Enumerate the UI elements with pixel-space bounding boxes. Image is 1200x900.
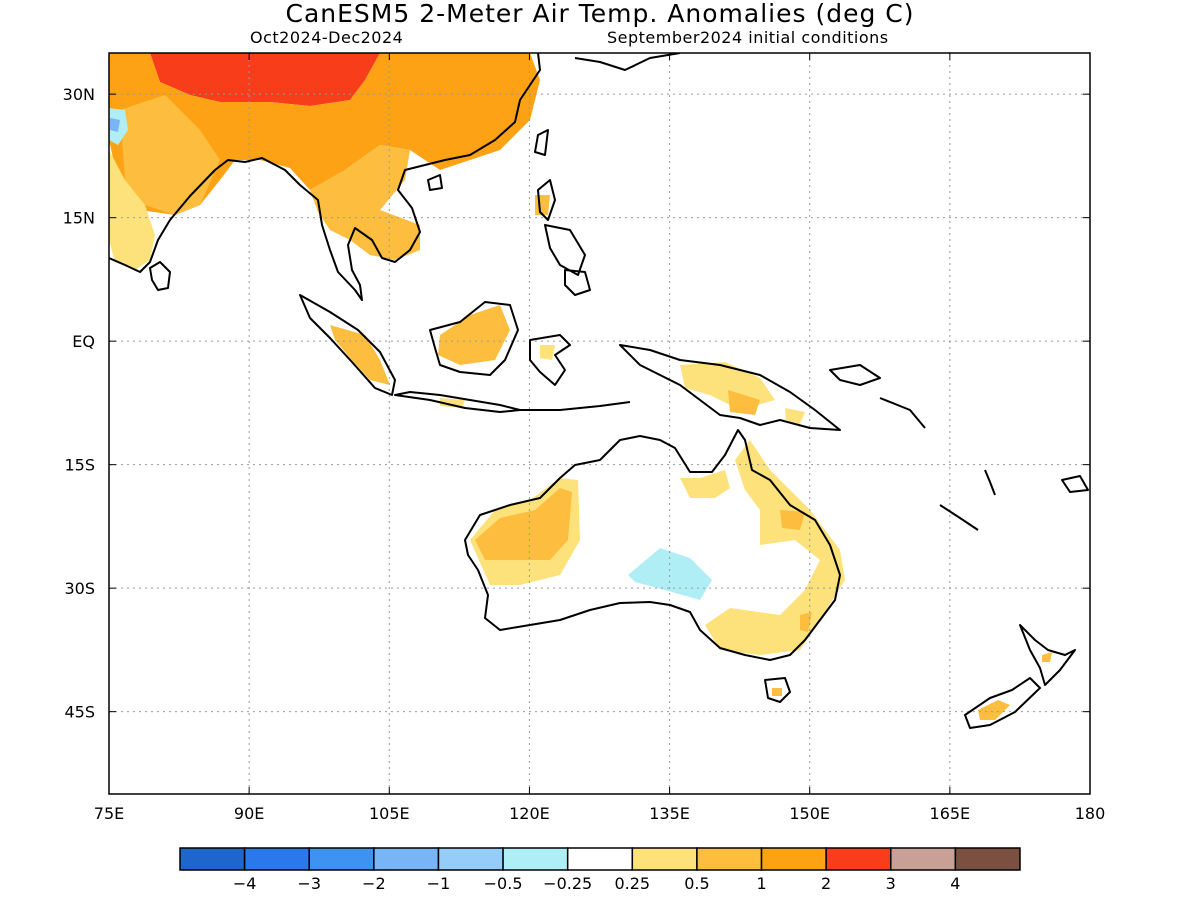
initial-conditions: September2024 initial conditions (607, 28, 889, 47)
colorbar-label: −2 (362, 874, 386, 893)
coast-mindanao (564, 269, 591, 296)
coast-hainan (427, 174, 443, 191)
shade-east-asia (109, 53, 540, 215)
coast-australia (464, 429, 841, 661)
map-axes: 30N 15N EQ 15S 30S 45S 75E 90E 105E 120E 135E 150E 1… (63, 53, 1106, 823)
shade-india-light (109, 150, 155, 270)
shade-newguinea-e (785, 408, 805, 424)
colorbar-label: 4 (950, 874, 960, 893)
colorbar-swatch (243, 847, 310, 871)
coast-visayas (544, 224, 586, 276)
lon-label: 165E (930, 804, 971, 823)
coast-borneo (429, 301, 519, 376)
shade-nz-north (1042, 652, 1052, 662)
lat-label: 30N (63, 85, 95, 104)
colorbar-swatch (890, 847, 957, 871)
colorbar-label: −1 (427, 874, 451, 893)
colorbar-swatch (308, 847, 375, 871)
coast-japan (574, 53, 681, 71)
coast-sulawesi (529, 334, 571, 386)
shade-wa-orange (475, 488, 572, 560)
shade-north-aus (680, 470, 730, 498)
shade-newguinea-y (680, 362, 775, 410)
shade-borneo (438, 305, 510, 365)
grid (109, 53, 1090, 794)
shade-central-cool (628, 548, 712, 600)
shade-india-cool2 (110, 118, 120, 132)
shade-philippines (535, 195, 550, 215)
anomaly-shading (109, 53, 1052, 720)
shade-indochina (310, 145, 420, 260)
coast-newcaledonia (939, 504, 979, 531)
coast-fiji (1061, 475, 1089, 493)
lat-label: 45S (64, 703, 95, 722)
colorbar-label: 0.5 (684, 874, 709, 893)
colorbar-label: 1 (756, 874, 766, 893)
lon-label: 135E (649, 804, 690, 823)
lat-label: EQ (72, 332, 95, 351)
colorbar-swatch (696, 847, 763, 871)
colorbar-swatch (760, 847, 827, 871)
colorbar-swatch (954, 847, 1021, 871)
lon-label: 120E (509, 804, 550, 823)
colorbar-label: 0.25 (614, 874, 650, 893)
colorbar-swatch (566, 847, 634, 871)
coast-asia (109, 53, 541, 301)
shade-nsw-orange (800, 612, 812, 632)
lon-label: 90E (234, 804, 264, 823)
shade-newguinea-o (728, 390, 760, 415)
colorbar-swatch (373, 847, 440, 871)
shade-tibet (150, 53, 380, 106)
map-frame (108, 52, 1091, 795)
colorbar-swatch (631, 847, 698, 871)
shade-qld-orange (780, 510, 805, 530)
lat-label: 30S (64, 579, 95, 598)
colorbar: −4 −3 −2 −1 −0.5 −0.25 0.25 0.5 1 2 3 4 (179, 847, 1021, 893)
coast-taiwan (534, 129, 549, 156)
coastlines (109, 53, 1089, 729)
colorbar-swatch (179, 847, 246, 871)
colorbar-label: 3 (886, 874, 896, 893)
shade-sumatra (330, 325, 390, 385)
colorbar-label: 2 (821, 874, 831, 893)
shade-java (440, 398, 465, 408)
colorbar-label: −3 (297, 874, 321, 893)
colorbar-label: −0.5 (484, 874, 523, 893)
lon-label: 75E (94, 804, 124, 823)
shade-sulawesi (540, 345, 555, 360)
lon-label: 180 (1075, 804, 1106, 823)
lat-label: 15S (64, 456, 95, 475)
shade-tas (772, 688, 782, 696)
colorbar-swatch (502, 847, 569, 871)
colorbar-swatch (437, 847, 504, 871)
coast-vanuatu (984, 469, 996, 496)
shade-india-med (120, 95, 220, 215)
coast-sumatra (299, 294, 396, 396)
forecast-period: Oct2024-Dec2024 (250, 28, 404, 47)
shade-east-aus (705, 440, 845, 655)
coast-nz-north (1019, 624, 1076, 686)
coast-solomons (879, 397, 926, 429)
lon-label: 150E (789, 804, 830, 823)
lat-label: 15N (63, 209, 95, 228)
shade-nz-south (978, 700, 1010, 720)
coast-newguinea (619, 344, 841, 431)
coast-luzon (537, 179, 556, 221)
coast-tasmania (764, 677, 791, 703)
colorbar-label: −4 (233, 874, 257, 893)
coast-lesser-sunda (520, 401, 631, 411)
coast-newbritain (829, 364, 881, 386)
lon-label: 105E (369, 804, 410, 823)
map-title: CanESM5 2-Meter Air Temp. Anomalies (deg… (285, 0, 915, 28)
coast-java (394, 391, 521, 413)
coast-srilanka (149, 261, 171, 291)
coast-nz-south (964, 677, 1041, 729)
colorbar-swatch (825, 847, 892, 871)
colorbar-label: −0.25 (543, 874, 592, 893)
